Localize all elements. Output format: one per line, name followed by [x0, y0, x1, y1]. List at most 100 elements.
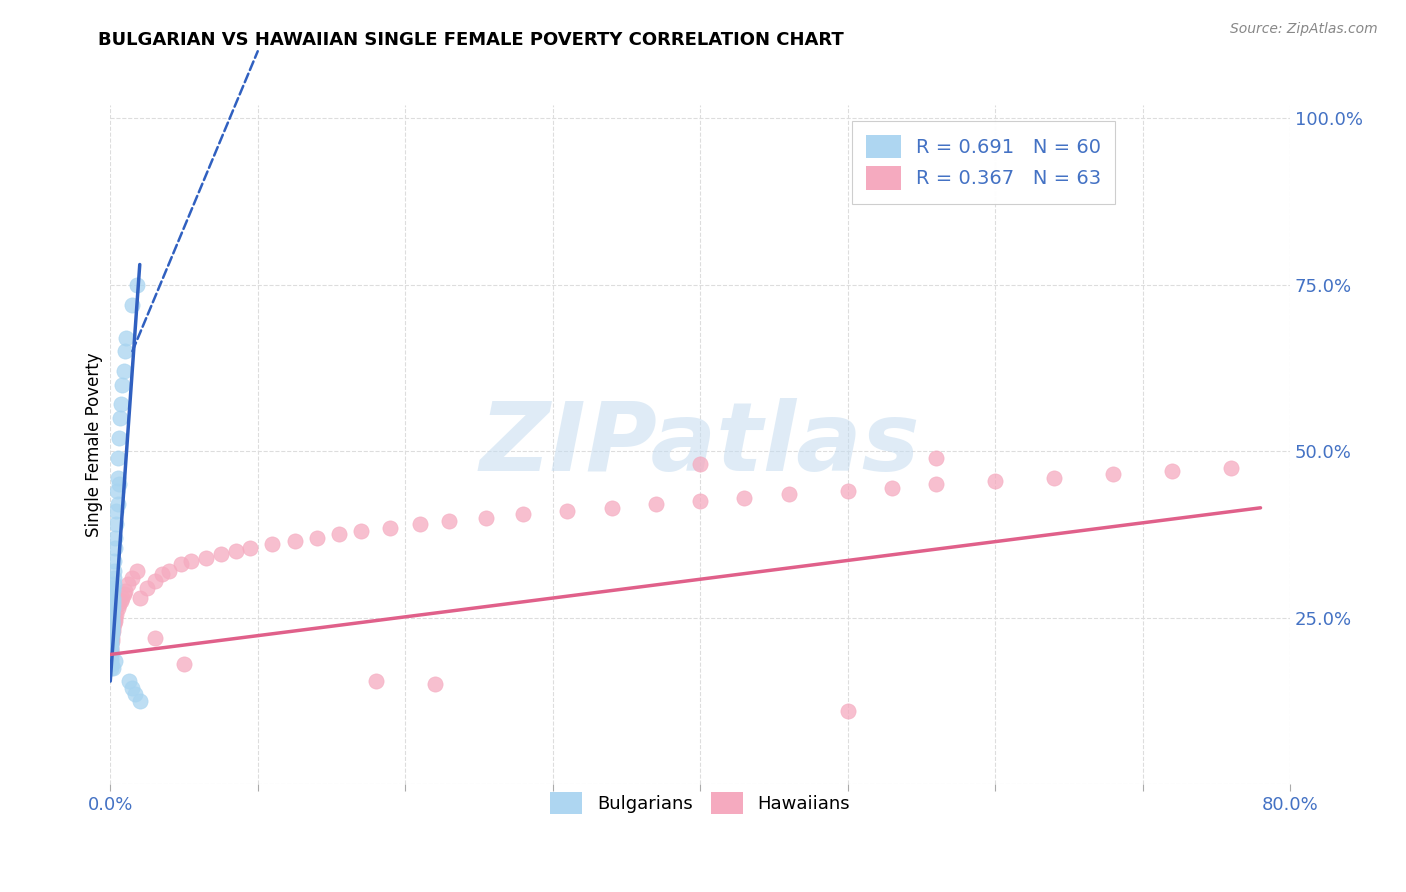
Point: [101, 631, 124, 645]
Text: ZIPatlas: ZIPatlas: [479, 398, 921, 491]
Point: [225, 544, 247, 558]
Point: [689, 494, 711, 508]
Point: [101, 624, 124, 639]
Point: [100, 637, 122, 651]
Point: [124, 688, 146, 702]
Point: [110, 397, 132, 411]
Point: [239, 541, 262, 555]
Point: [103, 554, 125, 568]
Point: [100, 654, 122, 668]
Point: [105, 504, 128, 518]
Point: [100, 631, 122, 645]
Point: [108, 598, 131, 612]
Point: [101, 598, 124, 612]
Point: [101, 614, 124, 628]
Point: [925, 450, 948, 465]
Point: [104, 541, 127, 555]
Point: [180, 554, 202, 568]
Point: [112, 587, 135, 601]
Point: [107, 471, 129, 485]
Point: [114, 584, 136, 599]
Point: [195, 550, 218, 565]
Point: [101, 607, 124, 622]
Point: [837, 704, 859, 718]
Point: [108, 431, 131, 445]
Point: [645, 498, 668, 512]
Point: [100, 661, 122, 675]
Point: [121, 571, 143, 585]
Point: [100, 657, 122, 672]
Point: [100, 624, 122, 639]
Point: [115, 331, 138, 345]
Point: [111, 377, 134, 392]
Point: [104, 611, 127, 625]
Point: [107, 498, 129, 512]
Point: [125, 277, 148, 292]
Point: [100, 644, 122, 658]
Point: [104, 517, 127, 532]
Point: [439, 514, 461, 528]
Point: [103, 571, 125, 585]
Point: [1161, 464, 1184, 478]
Point: [475, 511, 498, 525]
Point: [101, 607, 124, 622]
Point: [104, 614, 127, 628]
Point: [209, 548, 232, 562]
Point: [1043, 471, 1066, 485]
Point: [121, 297, 143, 311]
Point: [101, 600, 124, 615]
Point: [128, 591, 150, 605]
Point: [136, 581, 159, 595]
Point: [328, 527, 350, 541]
Point: [100, 650, 122, 665]
Point: [125, 564, 148, 578]
Point: [100, 644, 122, 658]
Point: [689, 458, 711, 472]
Point: [112, 364, 135, 378]
Point: [423, 677, 446, 691]
Point: [100, 621, 122, 635]
Point: [101, 611, 124, 625]
Point: [104, 654, 127, 668]
Point: [173, 657, 195, 672]
Point: [118, 674, 141, 689]
Point: [114, 344, 136, 359]
Legend: Bulgarians, Hawaiians: Bulgarians, Hawaiians: [541, 783, 859, 823]
Point: [170, 558, 193, 572]
Point: [925, 477, 948, 491]
Point: [108, 410, 131, 425]
Point: [101, 614, 124, 628]
Point: [143, 631, 166, 645]
Point: [157, 564, 180, 578]
Point: [100, 640, 122, 655]
Point: [103, 621, 125, 635]
Point: [305, 531, 328, 545]
Point: [1102, 467, 1125, 482]
Point: [101, 617, 124, 632]
Point: [100, 640, 122, 655]
Point: [733, 491, 755, 505]
Point: [100, 637, 122, 651]
Point: [100, 627, 122, 641]
Point: [409, 517, 432, 532]
Point: [105, 484, 128, 499]
Point: [512, 508, 534, 522]
Point: [364, 674, 387, 689]
Point: [837, 484, 859, 499]
Point: [121, 681, 143, 695]
Y-axis label: Single Female Poverty: Single Female Poverty: [86, 352, 103, 537]
Point: [778, 487, 800, 501]
Point: [100, 624, 122, 639]
Point: [350, 524, 373, 538]
Point: [103, 617, 125, 632]
Point: [128, 694, 150, 708]
Text: BULGARIAN VS HAWAIIAN SINGLE FEMALE POVERTY CORRELATION CHART: BULGARIAN VS HAWAIIAN SINGLE FEMALE POVE…: [98, 31, 844, 49]
Point: [150, 567, 173, 582]
Point: [100, 634, 122, 648]
Point: [557, 504, 579, 518]
Point: [284, 534, 307, 549]
Point: [105, 607, 128, 622]
Point: [984, 474, 1007, 488]
Point: [101, 591, 124, 605]
Point: [104, 531, 127, 545]
